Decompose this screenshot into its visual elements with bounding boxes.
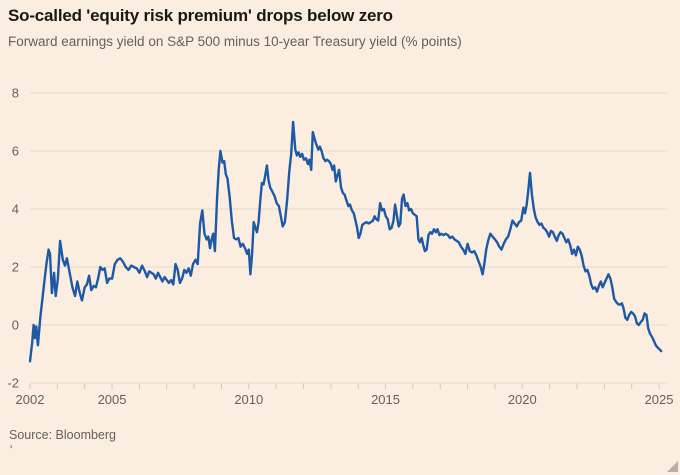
x-axis-tick-label: 2002 — [16, 392, 45, 407]
x-axis-tick-label: 2015 — [371, 392, 400, 407]
x-axis-tick-label: 2010 — [234, 392, 263, 407]
chart-subtitle: Forward earnings yield on S&P 500 minus … — [8, 34, 462, 49]
data-line-series — [28, 120, 663, 363]
y-axis-tick-label: 6 — [12, 144, 19, 159]
y-axis-tick-label: 4 — [12, 202, 19, 217]
source-credit: Source: Bloomberg — [9, 428, 117, 442]
y-axis-tick-label: -2 — [7, 376, 19, 391]
page-title: So-called 'equity risk premium' drops be… — [8, 6, 393, 25]
y-axis-tick-label: 2 — [12, 260, 19, 275]
resize-handle-icon[interactable] — [667, 461, 678, 472]
stray-quote-mark: ' — [10, 443, 13, 457]
y-axis-tick-label: 8 — [12, 86, 19, 101]
x-axis-tick-label: 2005 — [98, 392, 127, 407]
x-axis-tick-label: 2020 — [508, 392, 537, 407]
y-axis-tick-label: 0 — [12, 318, 19, 333]
x-axis-tick-label: 2025 — [645, 392, 674, 407]
